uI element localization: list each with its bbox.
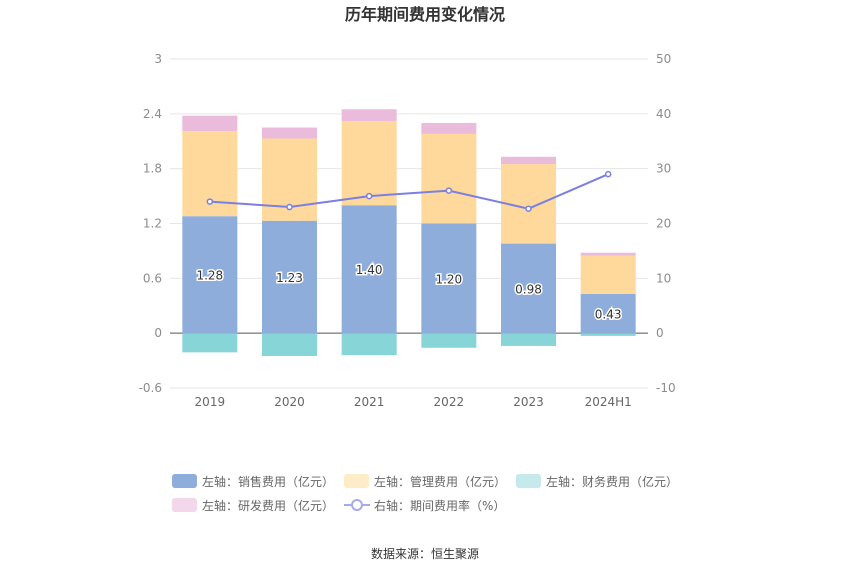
left-tick-label: 2.4 xyxy=(143,107,162,121)
bar-sales-2022[interactable] xyxy=(421,223,477,334)
x-tick-label: 2022 xyxy=(434,395,465,409)
right-tick-label: 50 xyxy=(656,52,671,66)
left-tick-label: 3 xyxy=(154,52,162,66)
bar-value-label: 1.40 xyxy=(356,263,383,277)
bar-value-label: 0.98 xyxy=(515,282,542,296)
legend-item-rd[interactable]: 左轴：研发费用（亿元） xyxy=(172,498,334,513)
source-note: 数据来源：恒生聚源 xyxy=(371,546,479,561)
right-tick-label: 10 xyxy=(656,271,671,285)
bar-finance-2023[interactable] xyxy=(501,333,556,346)
ratio-point[interactable] xyxy=(445,187,453,194)
x-tick-label: 2020 xyxy=(274,395,305,409)
bar-admin-2024H1[interactable] xyxy=(580,255,636,294)
left-axis-ticks: 3 2.4 1.8 1.2 0.6 0 -0.6 xyxy=(139,52,162,395)
legend-swatch-rd xyxy=(172,498,197,512)
right-tick-label: 20 xyxy=(656,217,671,231)
left-tick-label: 0 xyxy=(154,326,162,340)
x-tick-label: 2023 xyxy=(513,395,544,409)
right-tick-label: 30 xyxy=(656,162,671,176)
right-tick-label: 0 xyxy=(656,326,664,340)
bar-value-label: 1.20 xyxy=(435,272,462,286)
bar-sales-2021[interactable] xyxy=(341,205,397,334)
bar-finance-2020[interactable] xyxy=(262,333,317,357)
bar-finance-2024H1[interactable] xyxy=(580,333,636,336)
legend-label-finance: 左轴：财务费用（亿元） xyxy=(546,474,678,489)
bar-admin-2021[interactable] xyxy=(341,121,397,206)
ratio-point[interactable] xyxy=(525,205,532,212)
ratio-line xyxy=(206,170,612,212)
bars xyxy=(182,109,636,357)
left-tick-label: 1.8 xyxy=(143,162,162,176)
bar-rd-2022[interactable] xyxy=(421,122,477,134)
x-axis-ticks: 2019 2020 2021 2022 2023 2024H1 xyxy=(195,395,632,409)
bar-finance-2022[interactable] xyxy=(421,333,477,348)
bar-rd-2021[interactable] xyxy=(341,109,397,122)
legend-item-admin[interactable]: 左轴：管理费用（亿元） xyxy=(344,474,506,489)
legend: 左轴：销售费用（亿元） 左轴：管理费用（亿元） 左轴：财务费用（亿元） 左轴：研… xyxy=(172,474,678,513)
ratio-point[interactable] xyxy=(604,170,612,178)
legend-label-rd: 左轴：研发费用（亿元） xyxy=(202,498,334,513)
legend-label-ratio: 右轴：期间费用率（%） xyxy=(374,498,505,513)
bar-admin-2022[interactable] xyxy=(421,133,477,224)
bar-rd-2024H1[interactable] xyxy=(580,252,636,256)
right-tick-label: -10 xyxy=(656,381,676,395)
bar-finance-2019[interactable] xyxy=(182,333,238,353)
legend-swatch-ratio-marker xyxy=(351,499,363,511)
x-tick-label: 2019 xyxy=(195,395,226,409)
bar-labels: 1.28 1.23 1.40 1.20 0.98 0.43 xyxy=(195,262,623,323)
legend-item-ratio[interactable]: 右轴：期间费用率（%） xyxy=(344,498,505,513)
chart-title: 历年期间费用变化情况 xyxy=(345,5,505,24)
legend-item-sales[interactable]: 左轴：销售费用（亿元） xyxy=(172,474,334,489)
left-tick-label: 0.6 xyxy=(143,271,162,285)
bar-sales-2019[interactable] xyxy=(182,216,238,334)
legend-item-finance[interactable]: 左轴：财务费用（亿元） xyxy=(516,474,678,489)
right-axis-ticks: 50 40 30 20 10 0 -10 xyxy=(656,52,676,395)
ratio-point[interactable] xyxy=(286,203,293,211)
legend-label-sales: 左轴：销售费用（亿元） xyxy=(202,474,334,489)
legend-swatch-admin xyxy=(344,474,369,488)
right-tick-label: 40 xyxy=(656,107,671,121)
legend-swatch-finance xyxy=(516,474,541,488)
ratio-point[interactable] xyxy=(365,192,373,200)
bar-sales-2020[interactable] xyxy=(262,220,317,334)
x-tick-label: 2021 xyxy=(354,395,385,409)
ratio-line-path xyxy=(209,173,609,210)
bar-rd-2020[interactable] xyxy=(262,127,317,139)
bar-sales-2024H1[interactable] xyxy=(580,293,636,334)
x-tick-label: 2024H1 xyxy=(585,395,632,409)
left-tick-label: 1.2 xyxy=(143,217,162,231)
ratio-point[interactable] xyxy=(206,198,214,205)
left-tick-label: -0.6 xyxy=(139,381,162,395)
bar-rd-2019[interactable] xyxy=(182,115,238,132)
bar-value-label: 0.43 xyxy=(595,308,622,322)
bar-finance-2021[interactable] xyxy=(341,333,397,356)
legend-label-admin: 左轴：管理费用（亿元） xyxy=(374,474,506,489)
bar-value-label: 1.28 xyxy=(196,269,223,283)
bar-value-label: 1.23 xyxy=(276,271,303,285)
bar-rd-2023[interactable] xyxy=(501,156,556,165)
bar-sales-2023[interactable] xyxy=(501,243,556,334)
grid xyxy=(170,58,648,389)
legend-swatch-sales xyxy=(172,474,197,488)
